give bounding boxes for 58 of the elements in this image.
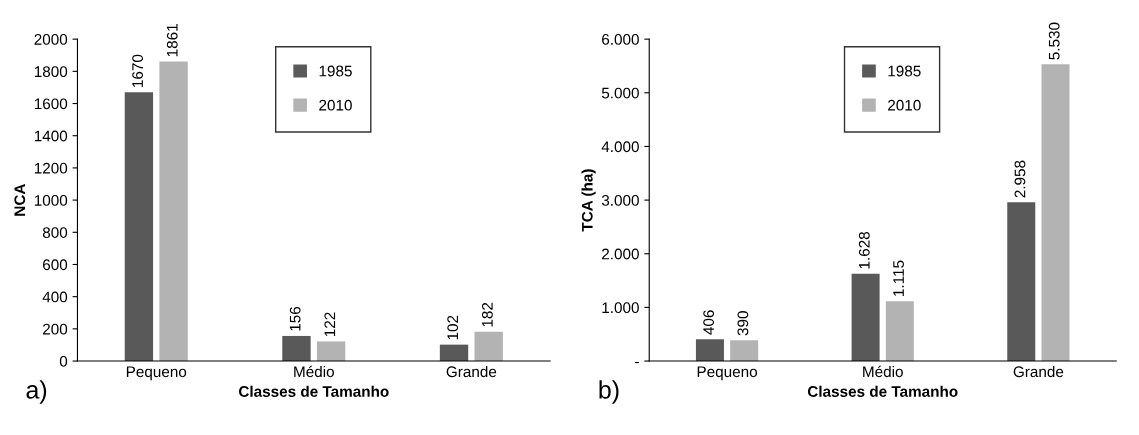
y-tick-label: 600 <box>43 259 68 271</box>
y-axis-title: TCA (ha) <box>581 169 596 232</box>
x-tick-label: Médio <box>863 365 903 378</box>
y-tick-label: 1400 <box>34 130 68 142</box>
y-tick-label: 200 <box>43 323 68 335</box>
x-axis-title: Classes de Tamanho <box>239 385 389 397</box>
x-tick-label: Médio <box>294 365 334 378</box>
bar <box>439 344 469 362</box>
data-label: 156 <box>289 306 301 331</box>
legend-label: 2010 <box>319 99 352 111</box>
bar <box>1041 64 1070 362</box>
data-label: 5.530 <box>1048 22 1060 60</box>
x-tick-label: Pequeno <box>697 366 758 381</box>
data-label: 182 <box>481 302 493 327</box>
bar <box>730 340 759 362</box>
data-label: 122 <box>324 312 336 337</box>
data-label: 1861 <box>166 24 178 57</box>
bar <box>1007 202 1036 362</box>
y-tick-label: 3.000 <box>601 194 639 206</box>
x-axis-title: Classes de Tamanho <box>807 385 958 397</box>
bar <box>474 331 503 362</box>
data-label: 1.628 <box>858 231 870 269</box>
data-label: 406 <box>703 310 715 335</box>
text: a) <box>26 380 47 404</box>
y-tick-label: - <box>635 361 639 364</box>
bar <box>282 335 311 362</box>
text: b) <box>599 380 619 404</box>
data-label: 1670 <box>132 54 143 87</box>
y-tick-label: 800 <box>42 227 68 238</box>
y-tick-label: 1000 <box>34 194 68 206</box>
y-tick-label: 1600 <box>34 98 68 110</box>
bar <box>851 273 880 362</box>
bar <box>124 92 154 362</box>
y-tick-label: 2.000 <box>602 248 639 260</box>
bar <box>159 61 188 362</box>
y-tick-label: 0 <box>59 355 68 367</box>
data-label: 102 <box>447 315 459 340</box>
y-tick-label: 6.000 <box>602 34 639 45</box>
data-label: 1.115 <box>893 260 904 296</box>
y-axis-title: NCA <box>14 183 26 216</box>
y-tick-label: 4.000 <box>601 141 639 153</box>
data-label: 390 <box>737 311 749 336</box>
legend-label: 1985 <box>888 65 921 77</box>
x-tick-label: Grande <box>1013 365 1064 378</box>
x-tick-label: Grande <box>446 365 497 378</box>
bar <box>316 341 346 362</box>
y-tick-label: 1.000 <box>602 302 639 314</box>
y-tick-label: 1200 <box>34 162 68 174</box>
y-tick-label: 2000 <box>34 34 68 45</box>
legend-label: 1985 <box>319 65 352 77</box>
x-tick-label: Pequeno <box>126 366 187 381</box>
legend-label: 2010 <box>888 99 921 111</box>
y-tick-label: 5.000 <box>601 87 639 99</box>
data-label: 2.958 <box>1014 160 1026 198</box>
bar <box>885 301 914 362</box>
y-tick-label: 1800 <box>34 66 68 78</box>
bar <box>695 339 724 362</box>
y-tick-label: 400 <box>42 291 68 303</box>
